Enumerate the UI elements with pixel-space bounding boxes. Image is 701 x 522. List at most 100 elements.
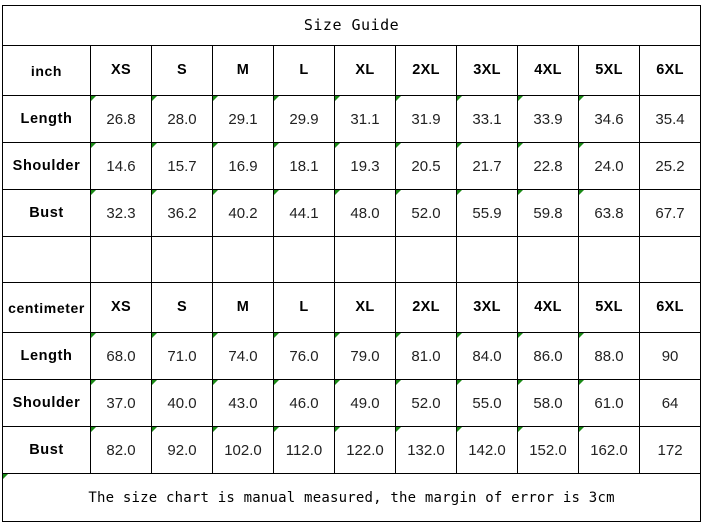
text-number-marker-icon (213, 380, 218, 385)
text-number-marker-icon (91, 143, 96, 148)
measure-cell: 18.1 (273, 142, 335, 190)
text-number-marker-icon (213, 190, 218, 195)
text-number-marker-icon (152, 380, 157, 385)
measure-cell-text: 18.1 (289, 157, 319, 175)
spacer-cell (456, 236, 518, 283)
measure-cell-text: 122.0 (346, 441, 384, 459)
measure-cell: 71.0 (151, 332, 213, 380)
text-number-marker-icon (396, 380, 401, 385)
page-title: Size Guide (1, 5, 701, 46)
measure-cell-text: 40.2 (228, 204, 258, 222)
text-number-marker-icon (457, 380, 462, 385)
size-header-L: L (273, 45, 335, 96)
measure-label-length-text: Length (20, 110, 73, 127)
text-number-marker-icon (274, 190, 279, 195)
text-number-marker-icon (213, 143, 218, 148)
size-header-4XL-text: 4XL (534, 299, 562, 316)
measure-label-bust-text: Bust (29, 204, 64, 221)
text-number-marker-icon (274, 427, 279, 432)
size-header-6XL-text: 6XL (656, 62, 684, 79)
text-number-marker-icon (213, 96, 218, 101)
size-header-M: M (212, 282, 274, 333)
text-number-marker-icon (579, 143, 584, 148)
table-row: Length 26.8 28.0 29.1 29.9 31.1 31.9 33.1 33.9 34… (2, 95, 701, 143)
measure-cell: 67.7 (638, 189, 701, 237)
measure-cell: 19.3 (334, 142, 396, 190)
measure-cell-text: 52.0 (411, 204, 441, 222)
measure-cell: 52.0 (395, 379, 457, 427)
measure-cell-text: 29.9 (289, 110, 319, 128)
table-row: Bust 32.3 36.2 40.2 44.1 48.0 52.0 55.9 59.8 63.8… (2, 189, 701, 237)
measure-cell-text: 24.0 (594, 157, 624, 175)
spacer-cell (151, 236, 213, 283)
size-header-2XL-text: 2XL (412, 299, 440, 316)
measure-cell-text: 21.7 (472, 157, 502, 175)
measure-cell-text: 20.5 (411, 157, 441, 175)
measure-label-shoulder-text: Shoulder (12, 394, 81, 411)
measure-cell-text: 14.6 (106, 157, 136, 175)
measure-cell-text: 25.2 (655, 157, 685, 175)
measure-cell-text: 15.7 (167, 157, 197, 175)
measure-cell-text: 35.4 (655, 110, 685, 128)
text-number-marker-icon (335, 190, 340, 195)
spacer-cell (273, 236, 335, 283)
measure-cell: 58.0 (517, 379, 579, 427)
text-number-marker-icon (152, 190, 157, 195)
measure-cell-text: 71.0 (167, 347, 197, 365)
measure-cell: 84.0 (456, 332, 518, 380)
measure-cell-text: 32.3 (106, 204, 136, 222)
unit-header-centimeter: centimeter (2, 282, 91, 333)
measure-cell-text: 44.1 (289, 204, 319, 222)
size-header-XL: XL (334, 282, 396, 333)
unit-header-inch: inch (2, 45, 91, 96)
spacer-cell (395, 236, 457, 283)
size-header-S: S (151, 45, 213, 96)
section-spacer-row (2, 236, 701, 283)
size-header-6XL: 6XL (638, 282, 701, 333)
measure-cell: 29.1 (212, 95, 274, 143)
text-number-marker-icon (579, 380, 584, 385)
measure-cell: 86.0 (517, 332, 579, 380)
text-number-marker-icon (213, 427, 218, 432)
measure-cell: 162.0 (578, 426, 640, 474)
measure-cell-text: 172 (657, 441, 683, 459)
measure-cell-text: 49.0 (350, 394, 380, 412)
measure-cell-text: 92.0 (167, 441, 197, 459)
measure-label-length: Length (2, 332, 91, 380)
table-row: Shoulder 14.6 15.7 16.9 18.1 19.3 20.5 21.7 22.8… (2, 142, 701, 190)
text-number-marker-icon (152, 96, 157, 101)
measure-cell: 90 (638, 332, 701, 380)
measure-cell-text: 22.8 (533, 157, 563, 175)
text-number-marker-icon (518, 96, 523, 101)
measure-cell: 112.0 (273, 426, 335, 474)
measure-cell-text: 59.8 (533, 204, 563, 222)
measure-label-length: Length (2, 95, 91, 143)
measure-cell: 74.0 (212, 332, 274, 380)
table-row: Bust 82.0 92.0 102.0 112.0 122.0 132.0 142.0 152… (2, 426, 701, 474)
size-header-L-text: L (299, 62, 309, 79)
measure-cell: 55.9 (456, 189, 518, 237)
measure-cell: 142.0 (456, 426, 518, 474)
measure-label-bust-text: Bust (29, 441, 64, 458)
text-number-marker-icon (335, 96, 340, 101)
measure-cell: 64 (638, 379, 701, 427)
header-row-centimeter: centimeter XS S M L XL 2XL 3XL 4XL 5XL 6XL (2, 282, 701, 333)
footer-row: The size chart is manual measured, the m… (1, 473, 701, 522)
measure-cell: 68.0 (90, 332, 152, 380)
size-header-L: L (273, 282, 335, 333)
measure-cell-text: 88.0 (594, 347, 624, 365)
text-number-marker-icon (579, 427, 584, 432)
measure-cell-text: 46.0 (289, 394, 319, 412)
measure-cell-text: 26.8 (106, 110, 136, 128)
text-number-marker-icon (457, 143, 462, 148)
measure-cell-text: 90 (661, 347, 679, 365)
measure-cell-text: 55.9 (472, 204, 502, 222)
measure-cell: 59.8 (517, 189, 579, 237)
text-number-marker-icon (335, 143, 340, 148)
measure-cell-text: 132.0 (407, 441, 445, 459)
measure-cell: 31.9 (395, 95, 457, 143)
size-guide-panel: Size Guide inch XS S M L XL 2XL 3XL 4XL 5XL 6XL Leng… (1, 5, 701, 522)
measure-cell: 21.7 (456, 142, 518, 190)
text-number-marker-icon (579, 96, 584, 101)
measure-cell: 44.1 (273, 189, 335, 237)
